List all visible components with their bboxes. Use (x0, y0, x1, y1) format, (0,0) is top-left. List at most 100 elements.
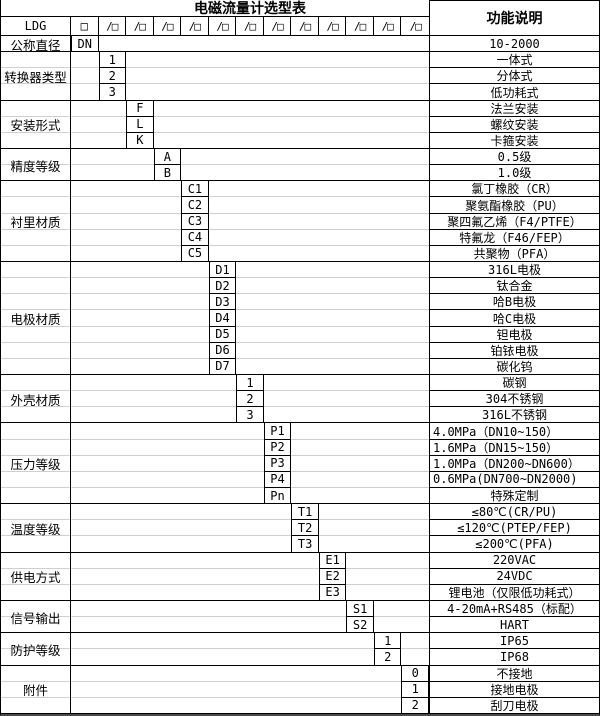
option-code: 1 (98, 52, 127, 69)
option-code: S1 (346, 600, 374, 618)
option-code: L (126, 116, 154, 133)
grid-filler (71, 165, 154, 182)
grid-filler (1, 84, 71, 101)
option-description: HART (429, 617, 599, 634)
grid-filler (208, 197, 429, 214)
grid-filler (1, 520, 71, 537)
option-description: 钛合金 (429, 278, 599, 295)
grid-filler (208, 230, 429, 246)
option-description: 碳化钨 (429, 358, 599, 375)
model-code-slot: /□ (126, 17, 154, 36)
category-label: 公称直径 (1, 36, 71, 53)
grid-filler (71, 101, 127, 117)
option-description: ≤80℃(CR/PU) (429, 504, 599, 521)
grid-filler (263, 391, 429, 408)
option-description: 316L不锈钢 (429, 407, 599, 424)
category-label: 衬里材质 (1, 181, 71, 262)
grid-filler (71, 472, 264, 488)
option-description: 0.6MPa(DN700~DN2000) (429, 471, 599, 488)
category-label: 外壳材质 (1, 374, 71, 424)
grid-filler (236, 262, 429, 279)
option-description: 铂铱电极 (429, 342, 599, 359)
grid-filler (71, 423, 264, 440)
grid-filler (1, 117, 71, 133)
grid-filler (71, 84, 99, 101)
model-code-slot: /□ (236, 17, 264, 36)
grid-filler (71, 440, 264, 456)
grid-filler (71, 310, 209, 327)
grid-filler (71, 375, 237, 392)
grid-filler (71, 343, 209, 359)
grid-filler (153, 101, 429, 117)
option-code: T2 (291, 520, 319, 537)
grid-filler (1, 569, 71, 585)
grid-filler (1, 456, 71, 472)
grid-filler (1, 133, 71, 149)
grid-filler (71, 536, 292, 553)
grid-filler (208, 246, 429, 262)
grid-filler (153, 133, 429, 149)
grid-filler (1, 197, 71, 214)
grid-filler (263, 407, 429, 424)
option-code: E3 (318, 584, 347, 601)
category-label: 转换器类型 (1, 52, 71, 101)
category-label: 精度等级 (1, 148, 71, 182)
grid-filler (71, 68, 99, 85)
grid-filler (71, 246, 182, 262)
grid-filler (153, 117, 429, 133)
option-code: 2 (98, 68, 127, 85)
grid-filler (71, 262, 209, 279)
grid-filler (1, 36, 71, 53)
option-code: 3 (236, 407, 264, 424)
model-code-slot: /□ (263, 17, 292, 36)
grid-filler (1, 230, 71, 246)
grid-filler (71, 698, 402, 714)
grid-filler (1, 310, 71, 327)
option-code: 1 (373, 633, 402, 650)
grid-filler (71, 214, 182, 230)
grid-filler (318, 520, 429, 537)
option-description: 24VDC (429, 568, 599, 585)
category-label: 信号输出 (1, 600, 71, 634)
grid-filler (71, 294, 209, 311)
grid-filler (1, 278, 71, 295)
model-code-slot: /□ (181, 17, 209, 36)
grid-filler (1, 68, 71, 85)
grid-filler (1, 666, 71, 682)
option-description: 碳钢 (429, 374, 599, 392)
category-label: 电极材质 (1, 261, 71, 375)
grid-filler (1, 343, 71, 359)
grid-filler (208, 181, 429, 198)
grid-filler (318, 536, 429, 553)
model-code-slot: /□ (318, 17, 347, 36)
option-code: P1 (263, 423, 292, 440)
option-code: C1 (181, 181, 209, 198)
option-code: D6 (208, 342, 237, 359)
option-description: 螺纹安装 (429, 116, 599, 133)
grid-filler (236, 343, 429, 359)
model-code-slot: /□ (373, 17, 402, 36)
category-label: 防护等级 (1, 633, 71, 666)
option-description: 316L电极 (429, 261, 599, 279)
option-description: 304不锈钢 (429, 391, 599, 408)
grid-filler (1, 601, 71, 618)
grid-filler (71, 359, 209, 375)
option-code: Pn (263, 487, 292, 505)
category-label: 温度等级 (1, 504, 71, 553)
grid-filler (1, 633, 71, 650)
grid-filler (291, 472, 429, 488)
grid-filler (98, 36, 429, 53)
grid-filler (346, 585, 429, 601)
model-code-slot: /□ (401, 17, 429, 36)
option-description: IP65 (429, 633, 599, 650)
category-label: 附件 (1, 665, 71, 714)
category-label: 压力等级 (1, 423, 71, 505)
option-code: 2 (373, 649, 402, 666)
grid-filler (373, 617, 429, 634)
grid-filler (1, 553, 71, 569)
grid-filler (1, 375, 71, 392)
model-code-box: □ (71, 17, 99, 36)
option-description: 卡箍安装 (429, 132, 599, 149)
option-description: 哈C电极 (429, 310, 599, 327)
option-code: T3 (291, 536, 319, 553)
